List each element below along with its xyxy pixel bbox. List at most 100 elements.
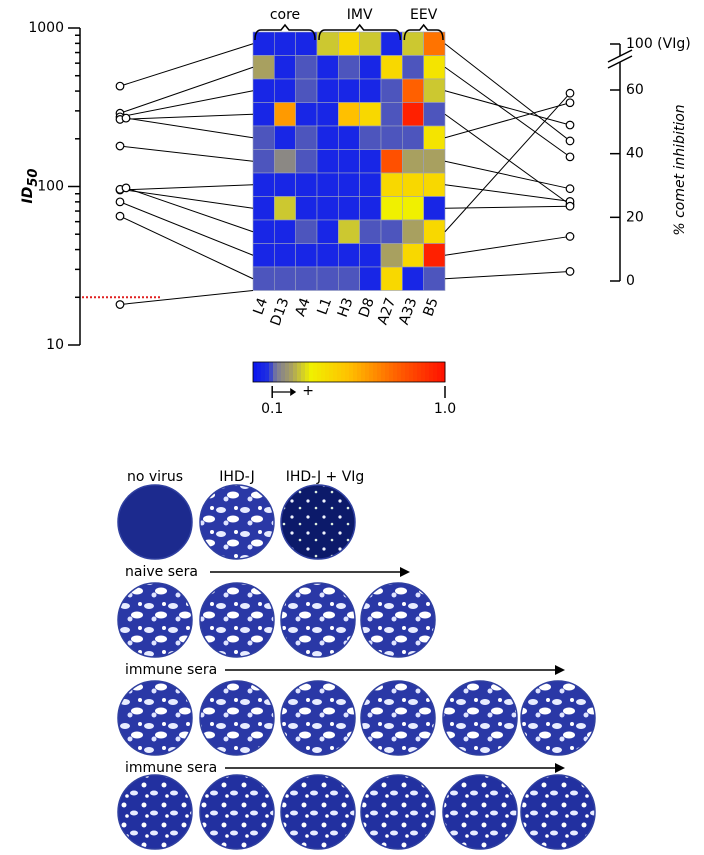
heatmap-cell	[402, 172, 424, 197]
colorbar-step	[253, 362, 258, 382]
plate	[199, 484, 275, 560]
plate	[117, 582, 193, 658]
left-point	[121, 183, 131, 193]
connector	[444, 160, 571, 190]
heatmap-cell	[423, 102, 446, 127]
heatmap-cell	[380, 266, 403, 291]
plate-label: IHD-J + VIg	[286, 469, 365, 485]
y2-break-label: 100 (VIg)	[626, 36, 691, 52]
heatmap-cell	[338, 149, 360, 174]
colorbar-step	[305, 362, 310, 382]
colorbar-step	[317, 362, 322, 382]
column-label: H3	[335, 296, 357, 320]
colorbar-step	[385, 362, 390, 382]
connector	[125, 187, 254, 233]
connector	[444, 270, 571, 280]
heatmap-cell	[316, 219, 339, 244]
left-point	[121, 113, 131, 123]
colorbar-step	[337, 362, 342, 382]
colorbar-step	[361, 362, 366, 382]
colorbar-step	[413, 362, 418, 382]
heatmap-cell	[316, 31, 339, 56]
colorbar-step	[365, 362, 370, 382]
left-point	[115, 141, 125, 151]
heatmap-cell	[423, 219, 446, 244]
plate	[199, 774, 275, 850]
colorbar-step	[269, 362, 274, 382]
heatmap-cell	[252, 78, 275, 103]
y-tick-label: 10	[46, 337, 64, 353]
connector	[125, 117, 254, 139]
heatmap-cell	[380, 219, 403, 244]
colorbar-step	[441, 362, 446, 382]
colorbar-step	[309, 362, 314, 382]
colorbar-step	[393, 362, 398, 382]
heatmap-cell	[338, 55, 360, 80]
connector	[119, 201, 254, 256]
heatmap-cell	[338, 219, 360, 244]
colorbar-step	[429, 362, 434, 382]
colorbar-step	[301, 362, 306, 382]
connector	[119, 43, 254, 87]
plate	[199, 582, 275, 658]
row-label: naive sera	[125, 564, 198, 580]
colorbar-tick-label: 0.1	[261, 401, 283, 417]
y-tick-label: 100	[37, 179, 64, 195]
heatmap-cell	[316, 149, 339, 174]
colorbar-step	[425, 362, 430, 382]
colorbar-tick-label: 1.0	[434, 401, 456, 417]
heatmap-cell	[423, 172, 446, 197]
connector	[119, 90, 254, 118]
heatmap-cell	[295, 55, 318, 80]
axis-break	[607, 55, 633, 69]
heatmap-cell	[338, 266, 360, 291]
heatmap-cell	[295, 172, 318, 197]
connector	[119, 113, 254, 120]
left-point	[115, 211, 125, 221]
heatmap-cell	[295, 219, 318, 244]
heatmap-cell	[359, 149, 382, 174]
colorbar-step	[417, 362, 422, 382]
group-bracket	[318, 23, 402, 41]
heatmap-cell	[359, 172, 382, 197]
heatmap-cell	[338, 196, 360, 221]
plate	[117, 774, 193, 850]
heatmap-cell	[295, 149, 318, 174]
plate	[280, 680, 356, 756]
heatmap-cell	[252, 243, 275, 268]
colorbar-step	[297, 362, 302, 382]
connector	[119, 184, 254, 191]
heatmap-cell	[423, 125, 446, 150]
heatmap-cell	[274, 102, 296, 127]
heatmap-cell	[402, 149, 424, 174]
column-label: L1	[314, 296, 335, 317]
row-label: immune sera	[125, 760, 217, 776]
heatmap-cell	[380, 243, 403, 268]
heatmap-cell	[295, 243, 318, 268]
plate	[280, 774, 356, 850]
plate	[360, 680, 436, 756]
plate-label: no virus	[127, 469, 183, 485]
left-point	[115, 300, 125, 309]
colorbar-step	[321, 362, 326, 382]
heatmap-cell	[316, 266, 339, 291]
right-point	[565, 152, 575, 162]
y-label-sub: 50	[26, 169, 41, 187]
group-label: IMV	[347, 7, 373, 23]
plate	[442, 680, 518, 756]
plate	[280, 582, 356, 658]
y-label-main: ID	[20, 187, 36, 204]
plate	[360, 774, 436, 850]
heatmap-cell	[274, 219, 296, 244]
heatmap-cell	[380, 78, 403, 103]
connector	[444, 235, 571, 256]
y-axis-label: ID50	[20, 169, 41, 204]
heatmap-cell	[359, 125, 382, 150]
heatmap-cell	[338, 172, 360, 197]
heatmap-cell	[338, 31, 360, 56]
connector	[444, 184, 571, 202]
heatmap-cell	[380, 55, 403, 80]
colorbar-step	[389, 362, 394, 382]
y2-tick-label: 20	[626, 209, 644, 225]
